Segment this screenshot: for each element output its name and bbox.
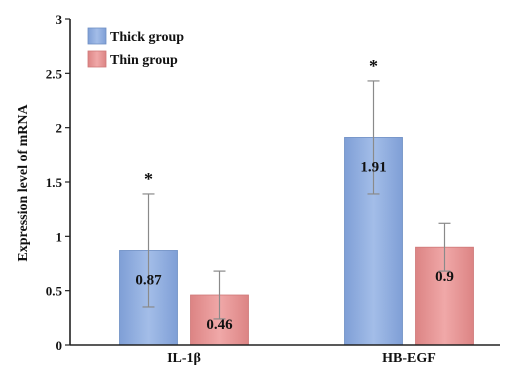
y-tick-label: 1 <box>56 229 63 244</box>
legend-label-thin: Thin group <box>110 53 178 68</box>
significance-marker: * <box>144 169 153 189</box>
y-tick-label: 1.5 <box>46 175 63 190</box>
y-tick-label: 2 <box>56 121 63 136</box>
x-axis-categories: IL-1β HB-EGF <box>167 351 436 366</box>
y-tick-label: 2.5 <box>46 66 63 81</box>
error-bars <box>142 80 451 320</box>
legend: Thick group Thin group <box>87 27 184 68</box>
y-tick-label: 0.5 <box>46 284 63 299</box>
y-axis-ticks: 0 0.5 1 1.5 2 2.5 3 <box>46 12 70 353</box>
legend-label-thick: Thick group <box>110 30 184 45</box>
significance-marker: * <box>369 56 378 76</box>
data-labels: 0.87 * 1.91 * 0.46 0.9 <box>135 56 454 333</box>
y-tick-label: 3 <box>56 12 63 27</box>
y-tick-label: 0 <box>56 338 63 353</box>
data-label: 0.87 <box>135 272 162 288</box>
legend-swatch-thin <box>87 50 107 68</box>
bars <box>119 137 474 346</box>
x-category-label: IL-1β <box>167 351 201 366</box>
y-axis-label: Expression level of mRNA <box>16 103 31 261</box>
legend-swatch-thick <box>87 27 107 45</box>
data-label: 0.46 <box>206 317 233 333</box>
data-label: 1.91 <box>360 159 386 175</box>
data-label: 0.9 <box>435 269 454 285</box>
x-category-label: HB-EGF <box>382 351 436 366</box>
